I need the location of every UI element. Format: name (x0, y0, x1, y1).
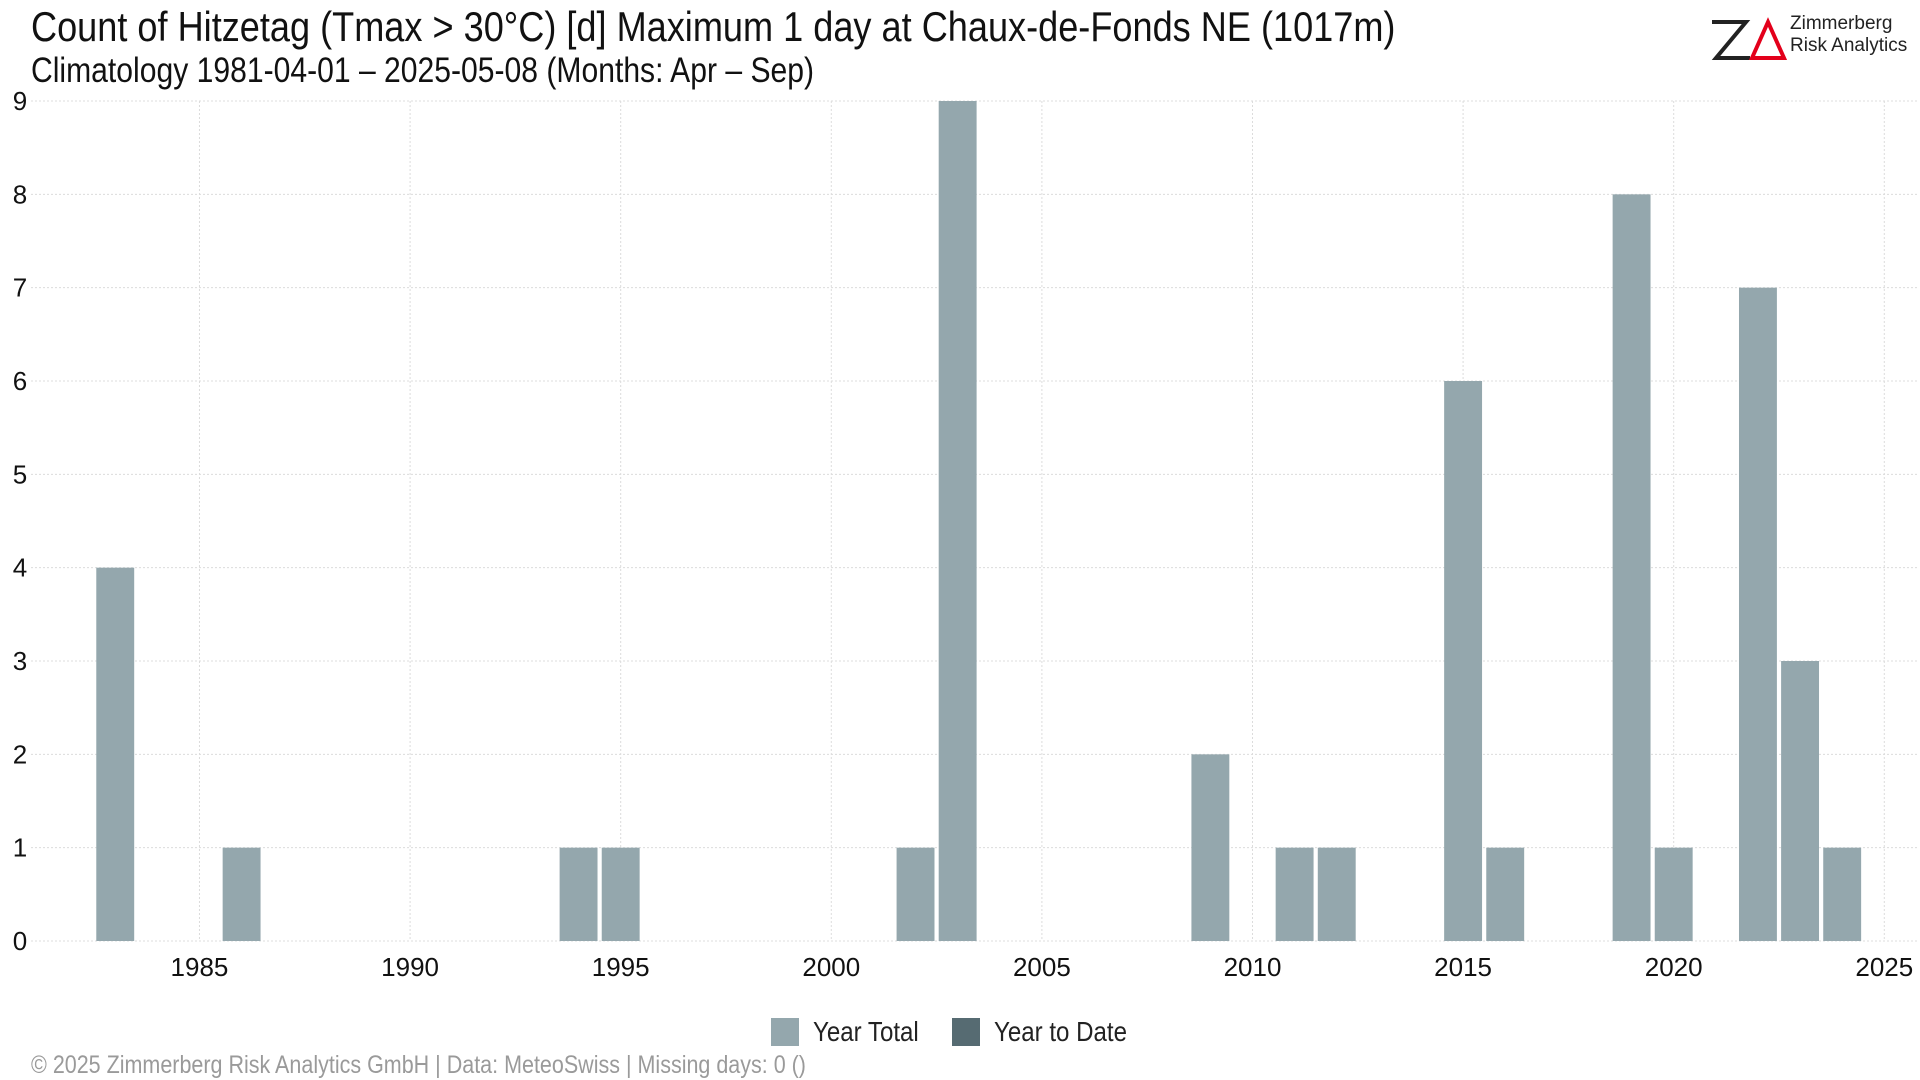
legend: Year Total Year to Date (0, 1016, 1920, 1048)
legend-swatch-year-to-date (952, 1018, 981, 1046)
bar-2022 (1738, 287, 1777, 942)
bar-2024 (1823, 847, 1862, 941)
y-tick-label: 5 (13, 459, 27, 489)
legend-item-year-total: Year Total (771, 1016, 936, 1048)
logo-line-2: Risk Analytics (1790, 35, 1908, 56)
x-tick-label: 1985 (171, 952, 229, 982)
y-tick-label: 1 (13, 833, 27, 863)
legend-item-year-to-date: Year to Date (952, 1016, 1149, 1048)
x-tick-label: 1990 (381, 952, 439, 982)
logo-line-1: Zimmerberg (1790, 13, 1893, 34)
x-tick-label: 2005 (1013, 952, 1071, 982)
y-tick-label: 0 (13, 926, 27, 956)
footer-credits: © 2025 Zimmerberg Risk Analytics GmbH | … (31, 1051, 806, 1079)
bar-2023 (1781, 661, 1820, 941)
bar-2020 (1654, 847, 1693, 941)
bar-2016 (1486, 847, 1525, 941)
bar-2002 (896, 847, 935, 941)
y-axis-ticks: 0 1 2 3 4 5 6 7 8 9 (13, 86, 27, 956)
grid (31, 100, 1918, 942)
y-tick-label: 6 (13, 366, 27, 396)
logo-text: Zimmerberg Risk Analytics (1790, 13, 1907, 57)
bar-2019 (1612, 194, 1651, 942)
bar-chart: 0 1 2 3 4 5 6 7 8 9 1985 1990 1995 2000 2005 2010 2015 2… (13, 86, 1918, 982)
bar-2012 (1317, 847, 1356, 941)
x-tick-label: 2020 (1645, 952, 1703, 982)
x-tick-label: 2000 (802, 952, 860, 982)
y-tick-label: 8 (13, 179, 27, 209)
bar-1986 (222, 847, 261, 941)
x-tick-label: 2010 (1224, 952, 1282, 982)
bar-2009 (1191, 754, 1230, 941)
y-tick-label: 2 (13, 739, 27, 769)
chart-subtitle: Climatology 1981-04-01 – 2025-05-08 (Mon… (31, 51, 815, 90)
x-tick-label: 2025 (1855, 952, 1913, 982)
legend-swatch-year-total (771, 1018, 800, 1046)
bar-1995 (601, 847, 640, 941)
logo-mark-icon (1711, 17, 1788, 60)
x-tick-label: 2015 (1434, 952, 1492, 982)
y-tick-label: 3 (13, 646, 27, 676)
chart-title: Count of Hitzetag (Tmax > 30°C) [d] Maxi… (31, 3, 1396, 50)
bar-2015 (1444, 381, 1483, 941)
bar-2003 (938, 101, 977, 941)
y-tick-label: 4 (13, 553, 27, 583)
bars (96, 101, 1862, 942)
y-tick-label: 7 (13, 273, 27, 303)
bar-2011 (1275, 847, 1314, 941)
legend-label-year-to-date: Year to Date (994, 1016, 1128, 1047)
legend-label-year-total: Year Total (813, 1016, 919, 1047)
bar-1983 (96, 567, 135, 941)
x-tick-label: 1995 (592, 952, 650, 982)
x-axis-ticks: 1985 1990 1995 2000 2005 2010 2015 2020 2025 (171, 952, 1914, 982)
y-tick-label: 9 (13, 86, 27, 116)
zimmerberg-logo (1711, 17, 1788, 60)
bar-1994 (559, 847, 598, 941)
